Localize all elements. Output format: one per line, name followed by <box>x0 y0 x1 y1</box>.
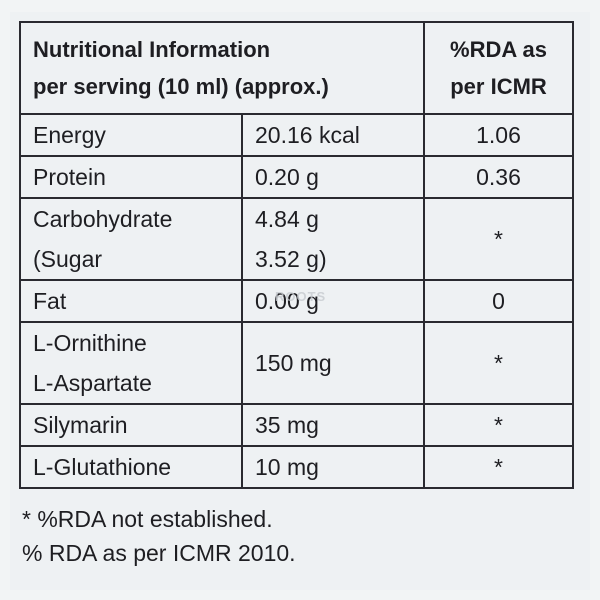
nutrient-name: Fat <box>19 279 243 323</box>
nutrient-value-line: 4.84 g <box>255 206 319 232</box>
table-row: Energy 20.16 kcal 1.06 <box>19 113 575 157</box>
nutrient-value: 0.00 g <box>240 279 426 323</box>
nutrient-name: L-Glutathione <box>19 445 243 489</box>
nutrient-name-line: Fat <box>33 288 67 314</box>
nutrient-name: Carbohydrate (Sugar <box>19 197 243 281</box>
nutrient-value: 0.20 g <box>240 155 426 199</box>
footnotes: * %RDA not established. % RDA as per ICM… <box>22 502 296 570</box>
nutrient-rda: 0 <box>423 279 575 323</box>
nutrient-rda: 0.36 <box>423 155 575 199</box>
nutrient-value-line: 35 mg <box>255 412 319 438</box>
nutrient-value-line: 150 mg <box>255 350 332 376</box>
nutrient-name-line: (Sugar <box>33 246 103 272</box>
nutrient-rda: * <box>423 445 575 489</box>
nutrient-name: Silymarin <box>19 403 243 447</box>
nutrient-value: 4.84 g 3.52 g) <box>240 197 426 281</box>
table-row: Silymarin 35 mg * <box>19 403 575 447</box>
nutrient-name-line: Energy <box>33 122 106 148</box>
nutrient-name: Protein <box>19 155 243 199</box>
nutrient-name-line: Silymarin <box>33 412 128 438</box>
nutrient-value: 20.16 kcal <box>240 113 426 157</box>
footnote-icmr-reference: % RDA as per ICMR 2010. <box>22 540 296 566</box>
nutrient-rda: * <box>423 321 575 405</box>
rda-header: %RDA as per ICMR <box>423 21 575 115</box>
nutrition-header: Nutritional Information per serving (10 … <box>18 21 426 115</box>
rda-header-line-2: per ICMR <box>450 74 547 99</box>
nutrient-name: Energy <box>19 113 243 157</box>
footnote-rda-not-established: * %RDA not established. <box>22 506 273 532</box>
table-row: L-Ornithine L-Aspartate 150 mg * <box>19 321 575 405</box>
nutrient-value-line: 0.00 g <box>255 288 319 314</box>
rda-header-line-1: %RDA as <box>450 37 548 62</box>
nutrient-rda: * <box>423 197 575 281</box>
nutrient-name: L-Ornithine L-Aspartate <box>19 321 243 405</box>
table-row: Carbohydrate (Sugar 4.84 g 3.52 g) * <box>19 197 575 281</box>
nutrient-value: 35 mg <box>240 403 426 447</box>
header-line-2: per serving (10 ml) (approx.) <box>33 74 329 99</box>
nutrient-name-line: Carbohydrate <box>33 206 173 232</box>
nutrient-name-line: L-Ornithine <box>33 330 147 356</box>
nutrient-name-line: L-Aspartate <box>33 370 152 396</box>
nutrient-value: 10 mg <box>240 445 426 489</box>
nutrient-value: 150 mg <box>240 321 426 405</box>
table-row: Fat 0.00 g 0 <box>19 279 575 323</box>
table-row: Protein 0.20 g 0.36 <box>19 155 575 199</box>
nutrient-rda: * <box>423 403 575 447</box>
nutrient-value-line: 0.20 g <box>255 164 319 190</box>
table-header-row: Nutritional Information per serving (10 … <box>18 21 575 115</box>
nutrient-value-line: 10 mg <box>255 454 319 480</box>
table-row: L-Glutathione 10 mg * <box>19 445 575 489</box>
header-line-1: Nutritional Information <box>33 37 271 62</box>
watermark: ROOTS <box>275 289 327 304</box>
nutrient-name-line: Protein <box>33 164 106 190</box>
nutrient-value-line: 20.16 kcal <box>255 122 360 148</box>
nutrient-name-line: L-Glutathione <box>33 454 172 480</box>
nutrient-rda: 1.06 <box>423 113 575 157</box>
nutrition-table: Nutritional Information per serving (10 … <box>18 21 575 489</box>
nutrient-value-line: 3.52 g) <box>255 246 327 272</box>
